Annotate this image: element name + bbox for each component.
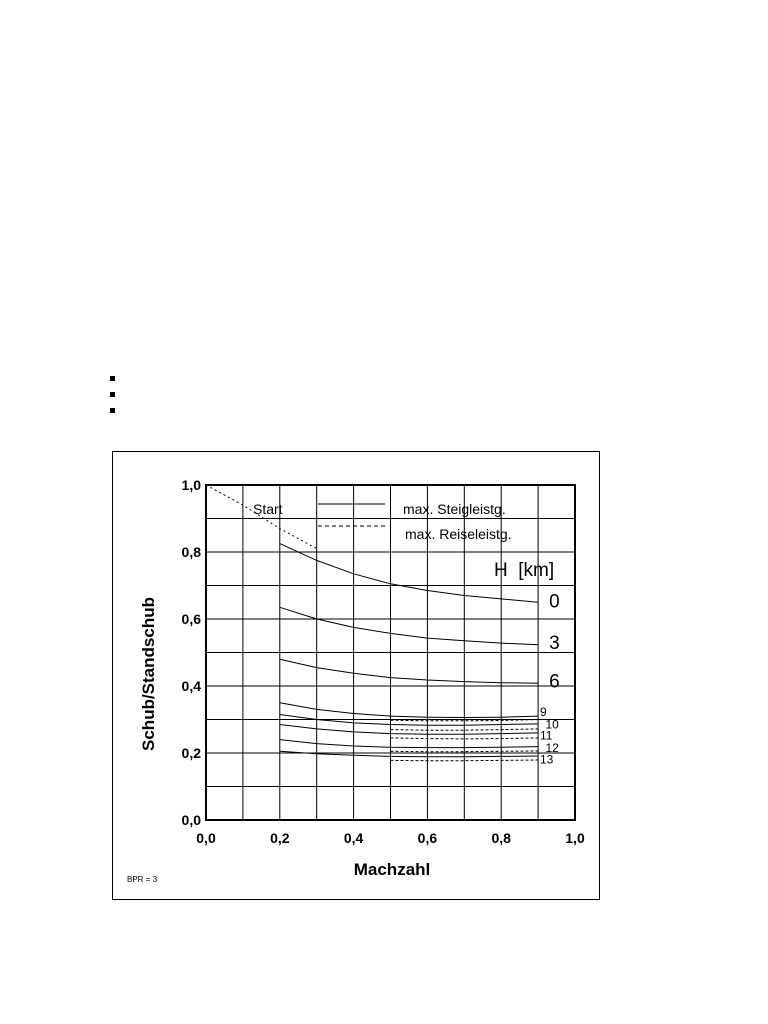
curve-label-0: 0 bbox=[549, 591, 560, 612]
y-tick-label: 0,4 bbox=[182, 678, 202, 694]
series-line-6-solid bbox=[279, 658, 539, 684]
bullet-2 bbox=[110, 392, 115, 397]
series-line-11-solid bbox=[279, 724, 539, 735]
curve-label-12: 12 bbox=[545, 741, 559, 755]
series-line-9-solid bbox=[279, 702, 539, 719]
bpr-footnote: BPR = 3 bbox=[127, 875, 158, 884]
series-line-12-solid bbox=[279, 739, 539, 749]
x-tick-label: 0,2 bbox=[270, 830, 290, 846]
series-line-Start-dotted bbox=[205, 484, 317, 550]
legend-solid-label: max. Steigleistg. bbox=[403, 501, 506, 517]
curve-label-9: 9 bbox=[540, 705, 547, 719]
x-tick-label: 0,8 bbox=[491, 830, 511, 846]
x-tick-label: 1,0 bbox=[565, 830, 585, 846]
y-axis-label: Schub/Standschub bbox=[139, 597, 158, 751]
x-tick-label: 0,4 bbox=[344, 830, 364, 846]
bullet-1 bbox=[110, 376, 115, 381]
series-line-3-solid bbox=[279, 606, 539, 646]
x-tick-label: 0,0 bbox=[196, 830, 216, 846]
tick-labels: 0,0 0,2 0,4 0,6 0,8 1,0 0,0 0,2 0,4 0,6 0,8 1,0 bbox=[182, 477, 585, 846]
bullet-3 bbox=[110, 408, 115, 413]
curve-label-3: 3 bbox=[549, 633, 560, 654]
chart-frame: 0,0 0,2 0,4 0,6 0,8 1,0 0,0 0,2 0,4 0,6 0,8 1,0 0 3 6… bbox=[112, 451, 600, 900]
bullet-marks bbox=[110, 376, 118, 424]
thrust-chart-svg: 0,0 0,2 0,4 0,6 0,8 1,0 0,0 0,2 0,4 0,6 0,8 1,0 0 3 6… bbox=[127, 477, 585, 884]
series-line-10-solid bbox=[279, 714, 539, 726]
curve-label-11: 11 bbox=[540, 729, 553, 743]
legend: Start max. Steigleistg. max. Reiseleistg… bbox=[253, 501, 512, 542]
x-tick-label: 0,6 bbox=[418, 830, 438, 846]
curve-label-6: 6 bbox=[549, 672, 560, 693]
legend-dashed-label: max. Reiseleistg. bbox=[405, 526, 512, 542]
y-tick-label: 0,0 bbox=[182, 812, 202, 828]
y-tick-label: 1,0 bbox=[182, 477, 202, 493]
altitude-header: H [km] bbox=[494, 560, 554, 581]
series-line-13-solid bbox=[279, 750, 539, 758]
y-tick-label: 0,8 bbox=[182, 544, 202, 560]
x-axis-label: Machzahl bbox=[354, 860, 431, 879]
series-line-0-solid bbox=[279, 543, 539, 603]
series-lines bbox=[205, 484, 539, 762]
curve-label-13: 13 bbox=[540, 753, 554, 767]
curve-label-10: 10 bbox=[545, 718, 559, 732]
y-tick-label: 0,6 bbox=[182, 611, 202, 627]
gridlines bbox=[206, 485, 575, 820]
legend-start-label: Start bbox=[253, 501, 283, 517]
plot-area-border bbox=[205, 484, 576, 821]
y-tick-label: 0,2 bbox=[182, 745, 202, 761]
